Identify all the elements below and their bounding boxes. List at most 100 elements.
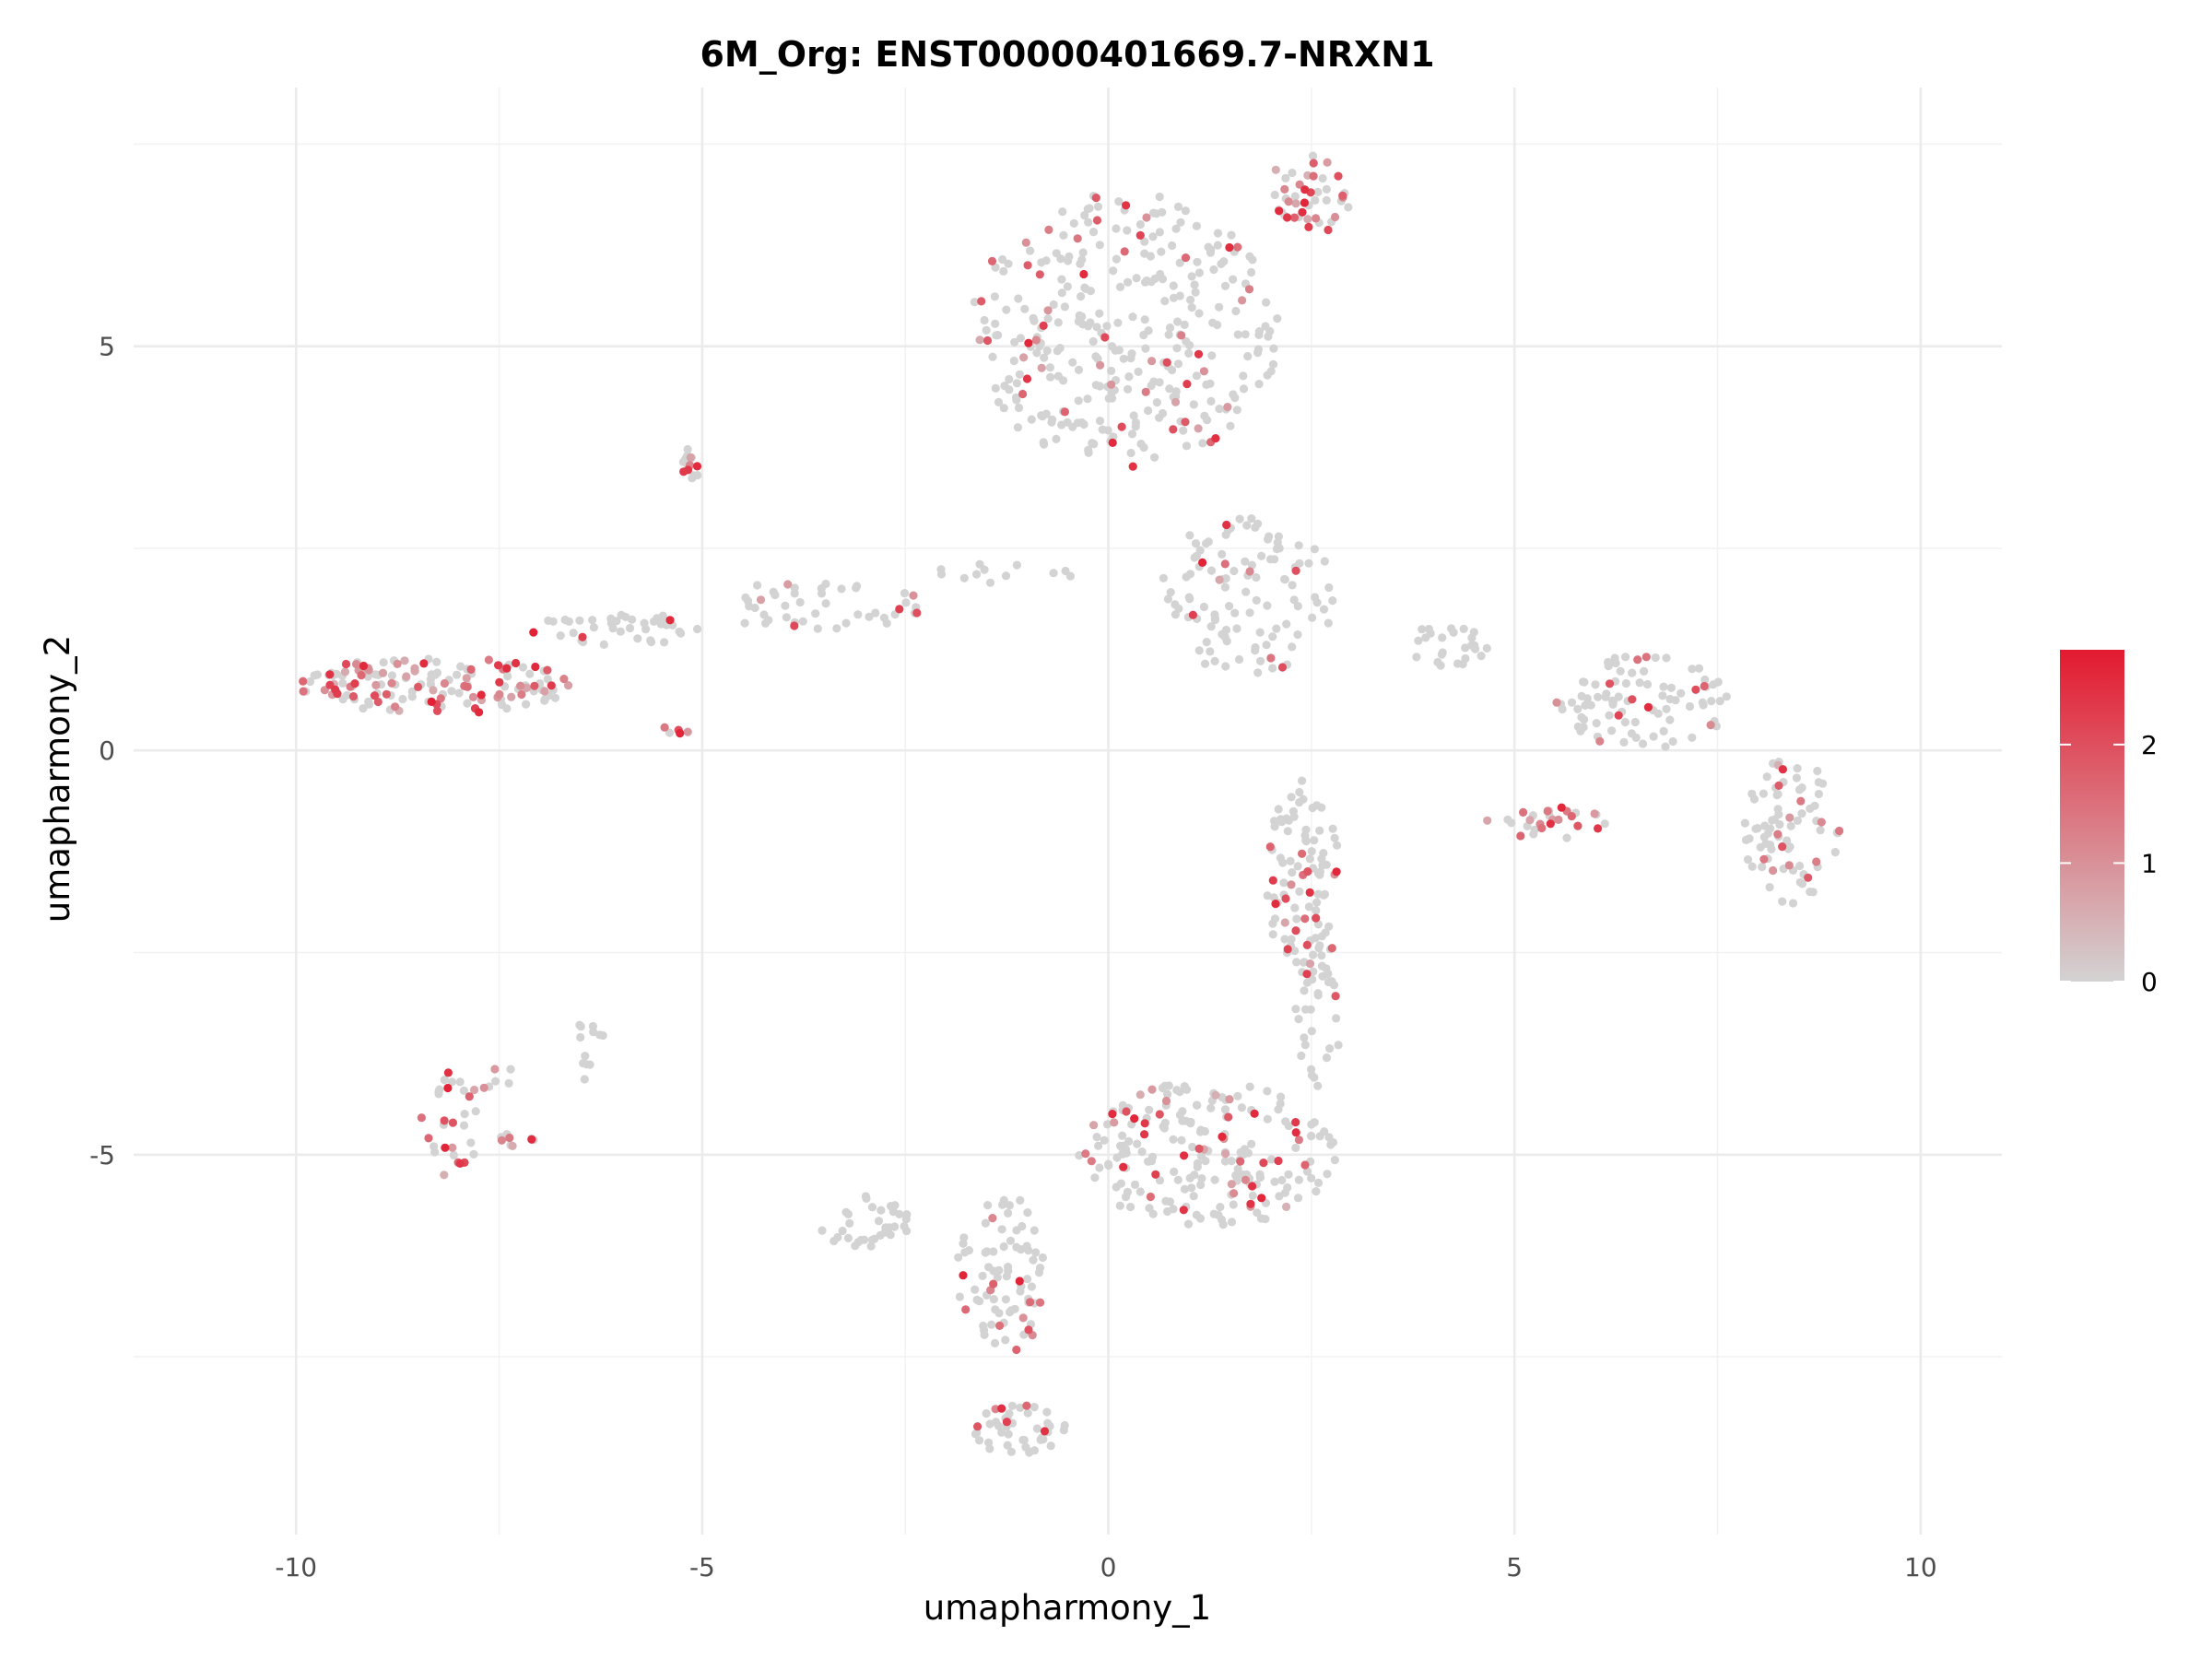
cell-point — [970, 298, 979, 307]
cell-point — [997, 1225, 1006, 1234]
cell-point — [1259, 1159, 1268, 1168]
cell-point — [1300, 1005, 1311, 1014]
cell-point — [1176, 218, 1185, 227]
cell-point — [550, 693, 560, 702]
cell-point — [1319, 849, 1328, 858]
cell-point — [1605, 711, 1614, 720]
cell-point — [1052, 249, 1061, 258]
cell-point — [1312, 898, 1322, 907]
cell-point — [1241, 1175, 1250, 1184]
cell-point — [429, 1142, 439, 1151]
cell-point — [1036, 1435, 1045, 1444]
cell-point — [1288, 168, 1297, 178]
cell-point — [1206, 248, 1216, 257]
cell-point — [544, 616, 553, 626]
cell-point — [1291, 199, 1300, 208]
cell-point — [1074, 365, 1084, 374]
cell-point — [1662, 653, 1671, 663]
cell-point — [1308, 613, 1317, 622]
cell-point — [993, 1273, 1002, 1282]
cell-point — [373, 697, 382, 707]
cell-point — [608, 624, 618, 633]
cell-point — [1158, 275, 1168, 284]
cell-point — [1068, 358, 1077, 367]
cell-point — [1459, 624, 1468, 634]
cell-point — [790, 621, 799, 630]
cell-point — [1049, 300, 1058, 310]
cell-point — [1148, 1209, 1158, 1218]
cell-point — [1312, 913, 1321, 923]
cell-point — [1749, 794, 1759, 804]
cell-point — [1110, 1118, 1119, 1127]
cell-point — [1192, 221, 1201, 230]
cell-point — [683, 444, 692, 454]
cell-point — [1291, 926, 1300, 935]
cell-point — [1220, 1157, 1230, 1166]
cell-point — [1519, 807, 1528, 818]
cell-point — [432, 706, 442, 716]
cell-point — [564, 681, 573, 690]
cell-point — [1483, 816, 1492, 825]
cell-point — [1741, 835, 1751, 845]
cell-point — [1310, 836, 1319, 845]
cell-point — [1108, 438, 1117, 447]
cell-point — [527, 1135, 536, 1144]
cell-point — [1281, 894, 1290, 903]
cell-point — [1230, 608, 1240, 618]
cell-point — [1691, 685, 1700, 694]
cell-point — [1030, 1226, 1039, 1235]
cell-point — [1307, 1065, 1316, 1074]
cell-point — [1026, 1298, 1035, 1307]
cell-point — [531, 662, 540, 672]
cell-point — [588, 616, 597, 625]
cell-point — [543, 675, 552, 684]
cell-point — [1144, 406, 1153, 416]
cell-point — [1778, 842, 1787, 852]
cell-point — [1175, 258, 1184, 267]
cell-point — [1223, 403, 1232, 412]
cell-point — [1255, 628, 1265, 637]
cell-point — [1305, 959, 1315, 969]
cell-point — [971, 1285, 980, 1294]
cell-point — [1216, 1203, 1225, 1212]
cell-point — [1130, 1114, 1139, 1124]
cell-point — [832, 624, 841, 633]
cell-point — [1274, 805, 1283, 814]
cell-point — [961, 1305, 971, 1314]
cell-point — [1330, 1156, 1339, 1165]
cell-point — [1611, 658, 1620, 668]
cell-point — [1543, 806, 1552, 816]
cell-point — [1688, 665, 1697, 674]
cell-point — [1304, 559, 1313, 568]
cell-point — [1170, 1167, 1179, 1176]
cell-point — [1163, 1206, 1172, 1217]
cell-point — [1601, 692, 1610, 701]
cell-point — [1303, 867, 1312, 877]
cell-point — [1659, 682, 1668, 691]
cell-point — [1616, 666, 1625, 676]
cell-point — [1102, 322, 1112, 331]
cell-point — [1225, 602, 1234, 611]
cell-point — [1562, 833, 1571, 842]
cell-point — [1191, 288, 1200, 297]
cell-point — [1271, 165, 1280, 174]
cell-point — [999, 1241, 1008, 1252]
cell-point — [1706, 721, 1715, 730]
cell-point — [1119, 1162, 1128, 1171]
cell-point — [1661, 742, 1670, 751]
cell-point — [1194, 646, 1204, 655]
cell-point — [1307, 847, 1316, 856]
cell-point — [1165, 384, 1174, 394]
cell-point — [1215, 575, 1224, 584]
cell-point — [1039, 438, 1048, 447]
cell-point — [901, 598, 911, 607]
cell-point — [1193, 257, 1202, 266]
cell-point — [1250, 1109, 1259, 1118]
cell-point — [1247, 267, 1256, 277]
cell-point — [1621, 678, 1630, 688]
cell-point — [1210, 614, 1219, 623]
cell-point — [1122, 1107, 1131, 1116]
cell-point — [1287, 793, 1296, 802]
cell-point — [1320, 1127, 1329, 1136]
cell-point — [1243, 352, 1253, 361]
